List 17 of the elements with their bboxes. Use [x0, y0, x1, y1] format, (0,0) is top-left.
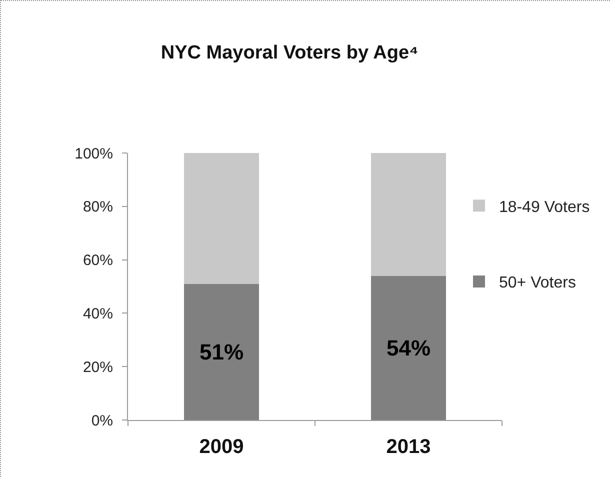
y-tick-label: 60%: [82, 252, 113, 270]
bar: [184, 153, 259, 284]
y-tick-label: 80%: [82, 198, 113, 216]
data-label: 51%: [199, 339, 244, 364]
y-tick-label: 40%: [82, 305, 113, 322]
y-tick-label: 0%: [91, 412, 113, 430]
x-tick-label: 2009: [199, 436, 244, 458]
bar: [371, 153, 446, 276]
data-label: 54%: [386, 335, 431, 360]
legend-label: 18-49 Voters: [499, 198, 590, 216]
y-tick-label: 20%: [82, 358, 113, 376]
bar: [184, 284, 259, 420]
legend-label: 50+ Voters: [499, 274, 576, 292]
x-tick-label: 2013: [386, 436, 431, 458]
chart-title: NYC Mayoral Voters by Age⁴: [160, 42, 418, 64]
y-tick-label: 100%: [74, 145, 113, 162]
bar: [371, 276, 446, 420]
